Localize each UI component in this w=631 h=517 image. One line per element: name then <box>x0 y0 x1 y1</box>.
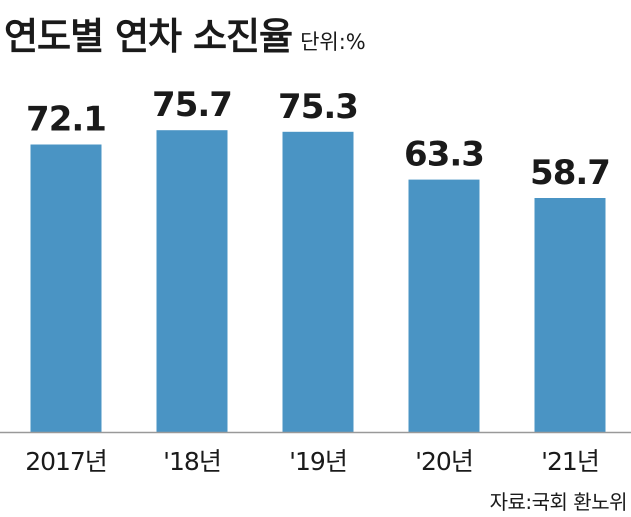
bar-0 <box>30 144 102 432</box>
bar-4 <box>534 198 606 432</box>
bars-layer <box>30 130 606 433</box>
value-label-0: 72.1 <box>26 100 106 140</box>
bar-2 <box>282 131 354 433</box>
unit-label: 단위:% <box>300 30 366 54</box>
x-tick-label-3: '20년 <box>415 447 473 476</box>
value-label-4: 58.7 <box>530 153 610 193</box>
bar-3 <box>408 179 480 432</box>
x-tick-label-1: '18년 <box>163 447 221 476</box>
value-label-2: 75.3 <box>278 87 358 127</box>
x-tick-labels-layer: 2017년 '18년 '19년 '20년 '21년 <box>25 447 600 476</box>
chart-title: 연도별 연차 소진율 <box>4 15 293 58</box>
value-labels-layer: 72.1 75.7 75.3 63.3 58.7 <box>26 85 611 193</box>
value-label-1: 75.7 <box>152 85 232 125</box>
value-label-3: 63.3 <box>404 135 484 175</box>
x-tick-label-2: '19년 <box>289 447 347 476</box>
x-tick-label-4: '21년 <box>541 447 599 476</box>
source-note: 자료:국회 환노위 <box>489 490 628 514</box>
x-tick-label-0: 2017년 <box>25 447 107 476</box>
title-block: 연도별 연차 소진율 단위:% <box>4 6 366 58</box>
bar-1 <box>156 130 228 432</box>
